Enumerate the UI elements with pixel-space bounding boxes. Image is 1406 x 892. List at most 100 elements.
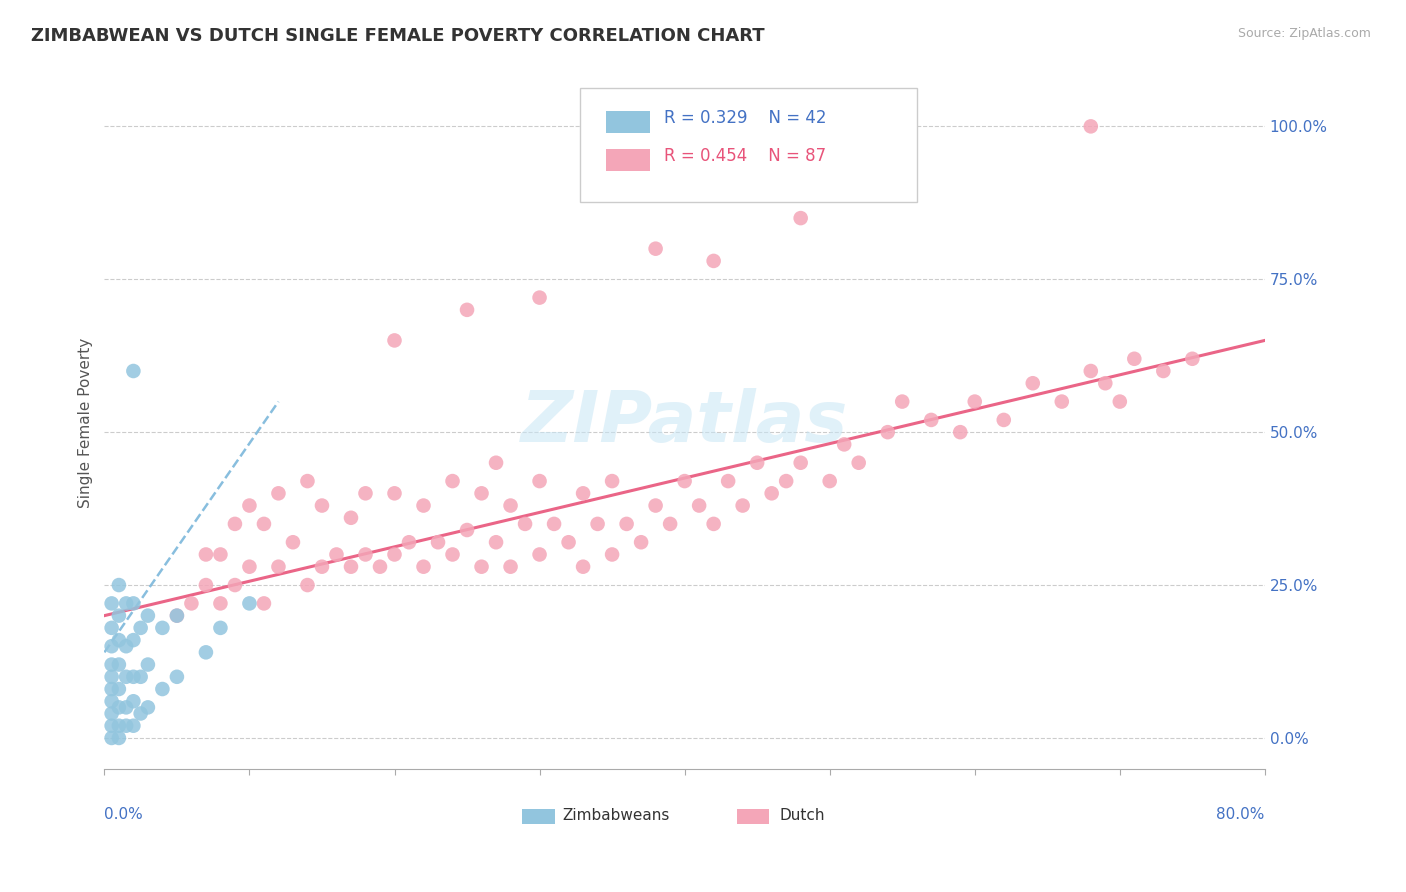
Point [441,548,464,562]
Point [717,474,740,488]
Point [122,670,145,684]
Point [731,499,754,513]
FancyBboxPatch shape [581,87,917,202]
Point [152,681,174,696]
Point [354,486,377,500]
Text: 0.0%: 0.0% [104,806,143,822]
Point [470,559,492,574]
Point [253,596,276,610]
Point [122,633,145,648]
Point [1022,376,1045,391]
Point [311,499,333,513]
Point [1108,394,1130,409]
Point [703,254,725,268]
Point [122,364,145,378]
Point [789,211,811,226]
Text: Dutch: Dutch [780,808,825,823]
Point [100,694,122,708]
Point [1050,394,1073,409]
Point [129,621,152,635]
Point [412,559,434,574]
Point [194,578,217,592]
Point [499,499,522,513]
Point [100,596,122,610]
Point [529,474,551,488]
Point [891,394,914,409]
Point [100,706,122,721]
Point [644,499,666,513]
Point [166,608,188,623]
Point [108,657,131,672]
FancyBboxPatch shape [522,809,554,824]
Point [136,700,159,714]
Point [281,535,304,549]
Point [115,670,138,684]
Point [108,731,131,745]
Y-axis label: Single Female Poverty: Single Female Poverty [79,338,93,508]
Point [600,474,623,488]
Point [456,302,478,317]
Point [115,719,138,733]
Point [122,694,145,708]
Point [485,535,508,549]
Point [108,608,131,623]
Point [384,334,406,348]
Point [180,596,202,610]
Point [499,559,522,574]
Point [761,486,783,500]
Point [456,523,478,537]
Point [659,516,682,531]
Point [325,548,347,562]
Point [238,499,260,513]
Point [470,486,492,500]
Point [485,456,508,470]
FancyBboxPatch shape [606,111,650,133]
Point [1094,376,1116,391]
Point [108,719,131,733]
Point [848,456,870,470]
Point [253,516,276,531]
Point [224,578,246,592]
Point [224,516,246,531]
Point [1080,120,1102,134]
Point [644,242,666,256]
Point [115,639,138,653]
Text: R = 0.454    N = 87: R = 0.454 N = 87 [664,146,825,164]
Point [166,670,188,684]
Point [152,621,174,635]
Point [513,516,536,531]
Point [209,548,232,562]
Text: Zimbabweans: Zimbabweans [562,808,671,823]
Point [441,474,464,488]
Point [100,657,122,672]
Point [209,621,232,635]
Point [136,657,159,672]
Point [427,535,450,549]
Point [789,456,811,470]
Point [384,486,406,500]
Point [688,499,710,513]
Text: Source: ZipAtlas.com: Source: ZipAtlas.com [1237,27,1371,40]
Point [368,559,391,574]
Point [100,670,122,684]
Point [238,596,260,610]
Point [775,474,797,488]
Point [129,670,152,684]
Point [818,474,841,488]
Point [297,578,319,592]
Point [616,516,638,531]
Point [832,437,855,451]
Text: ZIMBABWEAN VS DUTCH SINGLE FEMALE POVERTY CORRELATION CHART: ZIMBABWEAN VS DUTCH SINGLE FEMALE POVERT… [31,27,765,45]
Point [340,559,363,574]
Point [267,486,290,500]
Point [876,425,898,439]
Point [100,639,122,653]
Point [122,596,145,610]
Point [108,633,131,648]
Point [557,535,579,549]
Point [115,596,138,610]
FancyBboxPatch shape [606,149,650,170]
Point [100,719,122,733]
Point [600,548,623,562]
Point [129,706,152,721]
